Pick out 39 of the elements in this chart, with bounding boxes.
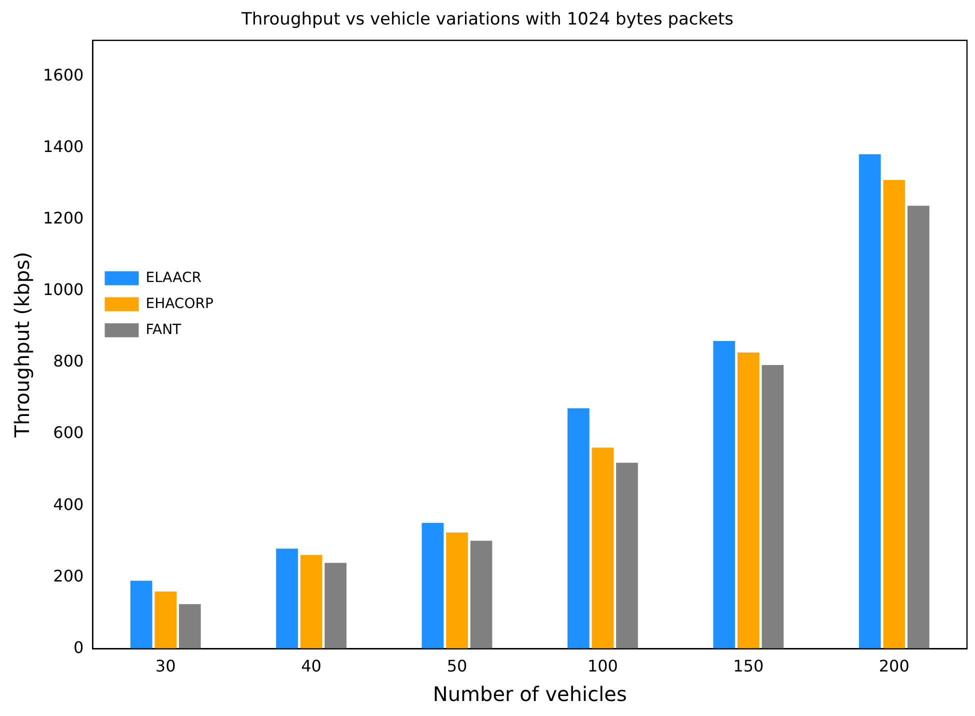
legend-label: FANT (146, 322, 182, 338)
x-tick-label: 200 (878, 656, 910, 676)
bar (762, 365, 784, 649)
y-tick-label: 600 (53, 423, 84, 442)
bar (858, 154, 881, 649)
x-tick-label: 30 (155, 656, 176, 676)
y-tick-label: 0 (74, 638, 84, 657)
y-tick-label: 400 (53, 494, 84, 514)
bar (446, 532, 468, 649)
bar (616, 462, 638, 649)
x-tick-label: 40 (301, 656, 322, 676)
legend-label: EHACORP (146, 296, 214, 312)
y-tick-label: 1200 (43, 208, 84, 228)
y-tick-label: 800 (53, 352, 84, 371)
bar (300, 555, 322, 649)
bar (154, 592, 177, 649)
bar (738, 352, 760, 649)
bar (470, 540, 492, 649)
bar (713, 341, 736, 649)
bar (324, 562, 347, 649)
bar (422, 522, 444, 649)
y-axis-title: Throughput (kbps) (10, 252, 34, 438)
chart-title: Throughput vs vehicle variations with 1024 bytes packets (240, 10, 734, 30)
x-axis-title: Number of vehicles (432, 682, 627, 706)
bar (276, 548, 298, 649)
bar (130, 580, 152, 649)
bar (908, 206, 930, 649)
legend-label: ELAACR (146, 270, 202, 286)
y-tick-label: 1400 (43, 136, 84, 156)
y-tick-label: 1600 (43, 65, 84, 84)
y-tick-label: 1000 (43, 280, 84, 300)
bar (592, 448, 614, 649)
y-tick-label: 200 (53, 566, 84, 586)
bar (178, 604, 201, 649)
x-tick-label: 50 (446, 656, 468, 676)
bar (568, 408, 590, 649)
bar (883, 180, 906, 649)
x-tick-label: 150 (733, 656, 764, 676)
x-tick-label: 100 (587, 656, 618, 676)
